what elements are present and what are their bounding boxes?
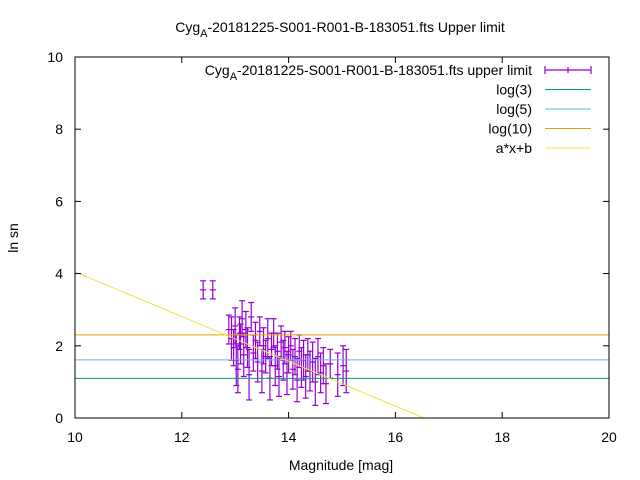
x-tick-label: 18: [494, 429, 510, 445]
legend: CygA-20181225-S001-R001-B-183051.fts upp…: [205, 62, 592, 156]
fit-line: [75, 271, 426, 418]
x-tick-label: 10: [67, 429, 83, 445]
x-axis-label: Magnitude [mag]: [289, 457, 393, 473]
data-point: [209, 280, 216, 300]
data-point: [340, 345, 347, 387]
legend-label: log(5): [496, 101, 532, 117]
data-point: [248, 301, 255, 332]
legend-label: a*x+b: [496, 140, 532, 156]
y-tick-label: 8: [55, 121, 63, 137]
data-point: [256, 316, 263, 347]
axes: 10 12 14 16 18 20 0 2 4 6 8 10: [47, 49, 617, 445]
legend-label: log(10): [488, 121, 532, 137]
x-tick-label: 12: [174, 429, 190, 445]
data-point: [274, 332, 281, 370]
x-tick-label: 14: [281, 429, 297, 445]
data-point: [304, 337, 311, 372]
y-tick-label: 10: [47, 49, 63, 65]
data-point: [327, 348, 334, 379]
chart-title: CygA-20181225-S001-R001-B-183051.fts Upp…: [175, 19, 505, 40]
legend-label: log(3): [496, 82, 532, 98]
x-tick-label: 16: [388, 429, 404, 445]
data-point: [252, 321, 259, 360]
x-tick-label: 20: [601, 429, 617, 445]
data-point: [246, 348, 253, 401]
y-tick-label: 4: [55, 266, 63, 282]
legend-label: CygA-20181225-S001-R001-B-183051.fts upp…: [205, 62, 532, 83]
y-tick-label: 6: [55, 193, 63, 209]
data-point: [200, 280, 207, 300]
y-tick-label: 0: [55, 410, 63, 426]
data-point: [312, 357, 319, 406]
plot-marks: [75, 271, 609, 418]
data-point: [234, 345, 241, 394]
plot-frame: [74, 56, 610, 419]
data-point: [232, 307, 239, 345]
y-tick-label: 2: [55, 338, 63, 354]
y-axis-label: ln sn: [5, 223, 21, 253]
